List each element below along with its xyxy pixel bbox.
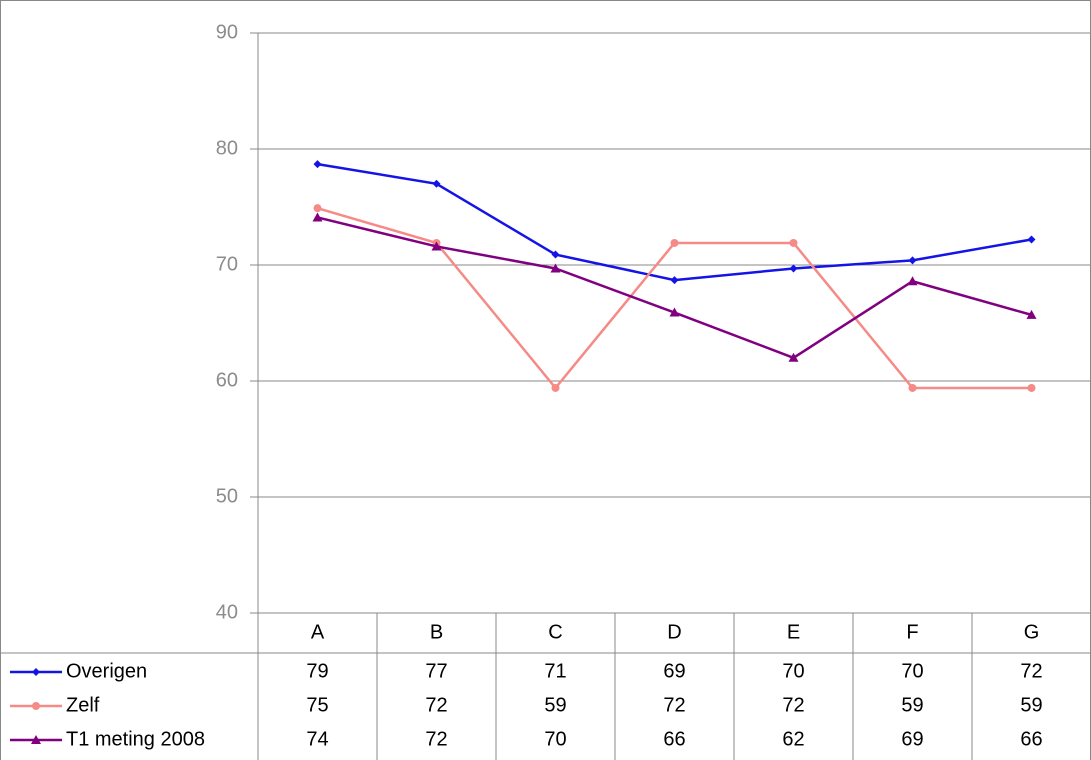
- table-value: 59: [901, 694, 923, 716]
- table-value: 62: [782, 728, 804, 750]
- table-value: 75: [306, 694, 328, 716]
- table-value: 72: [425, 694, 447, 716]
- marker: [907, 276, 918, 286]
- legend-marker: [32, 668, 40, 676]
- y-tick-label: 50: [216, 485, 238, 507]
- marker: [312, 212, 323, 222]
- legend-label: T1 meting 2008: [66, 728, 205, 750]
- series-line: [317, 206, 1032, 390]
- table-value: 70: [544, 728, 566, 750]
- table-value: 72: [425, 728, 447, 750]
- marker: [1026, 309, 1037, 319]
- y-tick-label: 40: [216, 601, 238, 623]
- table-value: 59: [544, 694, 566, 716]
- x-tick-label: A: [311, 621, 325, 643]
- x-tick-label: E: [787, 621, 800, 643]
- marker: [432, 179, 441, 188]
- marker: [788, 352, 799, 362]
- x-tick-label: G: [1024, 621, 1040, 643]
- legend-marker: [31, 735, 41, 744]
- legend-marker: [32, 702, 40, 710]
- marker: [551, 383, 560, 392]
- marker: [670, 276, 679, 285]
- y-tick-label: 70: [216, 253, 238, 275]
- table-value: 66: [663, 728, 685, 750]
- x-tick-label: C: [548, 621, 562, 643]
- y-tick-label: 90: [216, 21, 238, 43]
- legend-label: Overigen: [66, 660, 147, 682]
- x-tick-label: F: [906, 621, 918, 643]
- table-value: 72: [1020, 660, 1042, 682]
- legend-label: Zelf: [66, 694, 100, 716]
- table-value: 77: [425, 660, 447, 682]
- table-value: 72: [782, 694, 804, 716]
- marker: [908, 256, 917, 265]
- y-tick-label: 60: [216, 369, 238, 391]
- marker: [551, 250, 560, 259]
- marker: [789, 238, 798, 247]
- table-value: 70: [782, 660, 804, 682]
- marker: [1027, 235, 1036, 244]
- marker: [431, 241, 442, 251]
- marker: [313, 160, 322, 169]
- table-value: 66: [1020, 728, 1042, 750]
- table-value: 74: [306, 728, 328, 750]
- y-tick-label: 80: [216, 137, 238, 159]
- marker: [908, 383, 917, 392]
- table-value: 69: [901, 728, 923, 750]
- table-value: 71: [544, 660, 566, 682]
- table-value: 70: [901, 660, 923, 682]
- marker: [789, 264, 798, 273]
- table-value: 72: [663, 694, 685, 716]
- table-value: 79: [306, 660, 328, 682]
- marker: [313, 204, 322, 213]
- series-line: [317, 162, 1032, 282]
- table-value: 59: [1020, 694, 1042, 716]
- marker: [1027, 383, 1036, 392]
- x-tick-label: B: [430, 621, 443, 643]
- marker: [550, 263, 561, 273]
- marker: [669, 307, 680, 317]
- marker: [670, 238, 679, 247]
- table-value: 69: [663, 660, 685, 682]
- x-tick-label: D: [667, 621, 681, 643]
